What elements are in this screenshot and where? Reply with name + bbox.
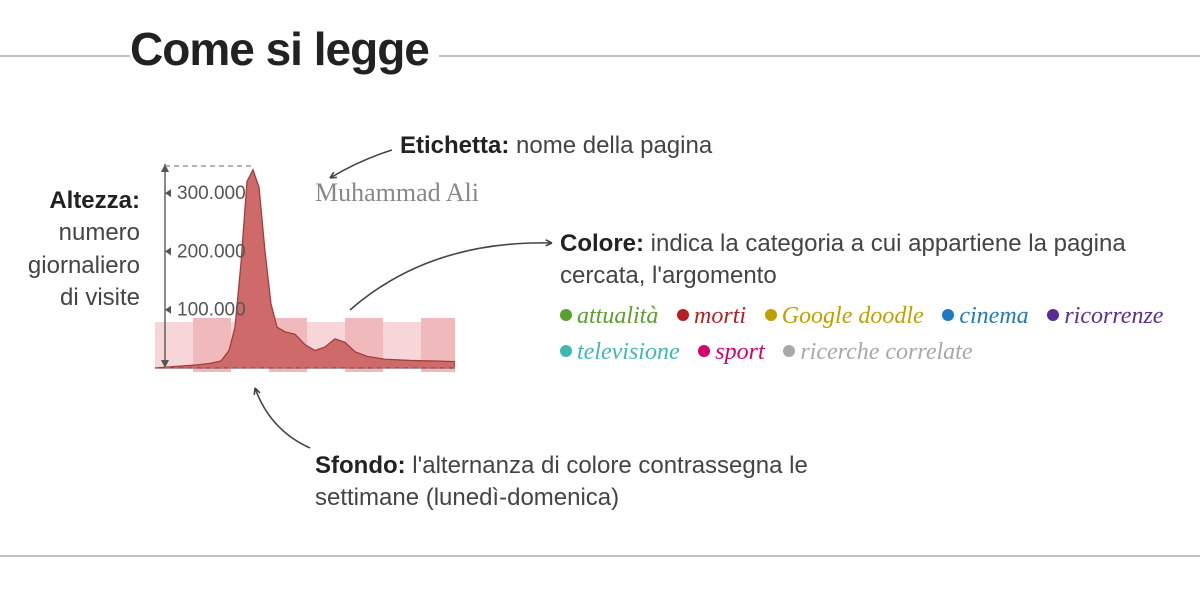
area-chart: 100.000 200.000 300.000 xyxy=(155,154,455,384)
legend-dot xyxy=(765,309,777,321)
callout-sfondo-bold: Sfondo: xyxy=(315,452,406,479)
callout-colore-bold: Colore: xyxy=(560,230,644,257)
legend-dot xyxy=(1047,309,1059,321)
callout-colore: Colore: indica la categoria a cui appart… xyxy=(560,228,1180,293)
legend-label: televisione xyxy=(577,339,680,365)
callout-altezza-bold: Altezza: xyxy=(49,187,140,214)
legend-label: morti xyxy=(694,303,746,329)
legend-dot xyxy=(560,309,572,321)
legend-label: attualità xyxy=(577,303,658,329)
legend-dot xyxy=(783,345,795,357)
callout-altezza: Altezza: numero giornaliero di visite xyxy=(0,185,140,315)
callout-altezza-l2: giornaliero xyxy=(28,252,140,279)
legend: attualità morti Google doodle cinema ric… xyxy=(560,298,1200,370)
legend-item: attualità xyxy=(560,298,658,334)
legend-item: ricerche correlate xyxy=(783,334,972,370)
svg-text:100.000: 100.000 xyxy=(177,300,246,321)
svg-text:300.000: 300.000 xyxy=(177,183,246,204)
legend-dot xyxy=(698,345,710,357)
callout-altezza-l1: numero xyxy=(59,219,140,246)
callout-etichetta-rest: nome della pagina xyxy=(509,132,712,159)
legend-dot xyxy=(942,309,954,321)
svg-text:200.000: 200.000 xyxy=(177,241,246,262)
legend-item: sport xyxy=(698,334,764,370)
legend-label: Google doodle xyxy=(782,303,924,329)
legend-item: morti xyxy=(677,298,746,334)
legend-label: ricorrenze xyxy=(1064,303,1163,329)
legend-label: ricerche correlate xyxy=(800,339,972,365)
legend-dot xyxy=(677,309,689,321)
page-title: Come si legge xyxy=(130,22,439,76)
legend-item: televisione xyxy=(560,334,680,370)
legend-item: ricorrenze xyxy=(1047,298,1163,334)
legend-item: cinema xyxy=(942,298,1028,334)
callout-colore-rest: indica la categoria a cui appartiene la … xyxy=(560,230,1126,289)
callout-altezza-l3: di visite xyxy=(60,284,140,311)
callout-sfondo: Sfondo: l'alternanza di colore contrasse… xyxy=(315,450,875,515)
bottom-rule xyxy=(0,555,1200,557)
legend-item: Google doodle xyxy=(765,298,924,334)
legend-label: cinema xyxy=(959,303,1028,329)
legend-dot xyxy=(560,345,572,357)
legend-label: sport xyxy=(715,339,764,365)
